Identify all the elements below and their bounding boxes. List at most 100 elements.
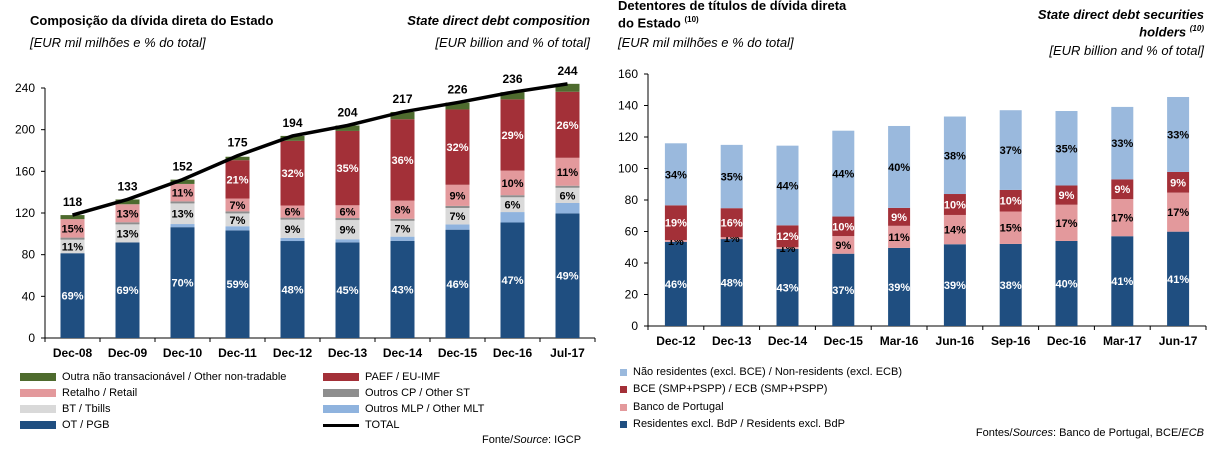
- bar-segment: [664, 205, 687, 241]
- data-label: 48%: [281, 285, 303, 297]
- bar-segment: [999, 189, 1022, 212]
- bar-segment: [1167, 192, 1190, 232]
- bar-segment: [943, 194, 966, 215]
- data-label: 35%: [336, 163, 358, 175]
- legend-swatch: [620, 385, 627, 393]
- data-label: 6%: [505, 200, 521, 212]
- total-label: 175: [227, 136, 247, 150]
- y-tick-label: 20: [625, 288, 639, 302]
- bar-segment: [664, 240, 687, 242]
- data-label: 21%: [226, 174, 248, 186]
- left-unit-en: [EUR billion and % of total]: [435, 35, 590, 50]
- bar-segment: [720, 144, 743, 209]
- legend-label: Outros MLP / Other MLT: [365, 403, 485, 415]
- bar-segment: [888, 207, 911, 226]
- bar-segment: [555, 185, 580, 188]
- data-label: 32%: [446, 142, 468, 154]
- data-label: 49%: [556, 271, 578, 283]
- bar-segment: [170, 183, 195, 202]
- bar-segment: [720, 237, 743, 240]
- data-label: 9%: [1059, 190, 1075, 202]
- bar-segment: [500, 195, 525, 198]
- legend-item: Não residentes (excl. BCE) / Non-residen…: [620, 366, 902, 378]
- legend-label: BT / Tbills: [62, 403, 111, 415]
- bar-segment: [170, 224, 195, 228]
- legend-item: OT / PGB: [20, 419, 109, 431]
- data-label: 10%: [501, 178, 523, 190]
- right-unit-en: [EUR billion and % of total]: [1049, 43, 1204, 58]
- data-label: 17%: [1055, 218, 1077, 230]
- bar-segment: [390, 236, 415, 241]
- data-label: 46%: [446, 279, 468, 291]
- data-label: 17%: [1111, 213, 1133, 225]
- y-tick-label: 160: [618, 67, 638, 81]
- x-tick-label: Dec-09: [108, 346, 148, 360]
- bar-segment: [1167, 171, 1190, 193]
- bar-segment: [500, 92, 525, 100]
- legend-swatch: [620, 420, 627, 428]
- bar-segment: [225, 226, 250, 231]
- x-tick-label: Mar-17: [1103, 334, 1142, 348]
- legend-label: Outra não transacionável / Other non-tra…: [62, 371, 287, 383]
- bar-segment: [335, 242, 360, 338]
- right-chart-panel: Detentores de títulos de dívida direta d…: [608, 0, 1218, 453]
- bar-segment: [60, 215, 85, 220]
- data-label: 10%: [944, 199, 966, 211]
- y-tick-label: 40: [625, 256, 639, 270]
- data-label: 47%: [501, 275, 523, 287]
- right-source: Fontes/Sources: Banco de Portugal, BCE/E…: [975, 427, 1204, 439]
- bar-segment: [445, 229, 470, 338]
- bar-segment: [390, 218, 415, 221]
- bar-segment: [832, 216, 855, 237]
- legend-swatch: [620, 403, 627, 411]
- data-label: 8%: [395, 205, 411, 217]
- bar-segment: [888, 225, 911, 248]
- y-tick-label: 40: [22, 289, 36, 303]
- bar-segment: [999, 211, 1022, 244]
- data-label: 41%: [1111, 276, 1133, 288]
- legend-label: Residentes excl. BdP / Residents excl. B…: [633, 418, 845, 430]
- bar-segment: [335, 125, 360, 131]
- data-label: 16%: [721, 218, 743, 230]
- x-tick-label: Jun-16: [936, 334, 975, 348]
- x-tick-label: Jun-17: [1159, 334, 1198, 348]
- data-label: 43%: [391, 284, 413, 296]
- bar-segment: [170, 227, 195, 338]
- bar-segment: [1055, 111, 1078, 186]
- legend-item: Residentes excl. BdP / Residents excl. B…: [620, 418, 845, 430]
- bar-segment: [225, 230, 250, 338]
- data-label: 40%: [1055, 278, 1077, 290]
- bar-segment: [390, 220, 415, 237]
- legend-label: Banco de Portugal: [633, 401, 724, 413]
- legend-label: Retalho / Retail: [62, 387, 138, 399]
- data-label: 44%: [832, 169, 854, 181]
- total-label: 217: [392, 92, 412, 106]
- bar-segment: [943, 116, 966, 195]
- data-label: 9%: [285, 224, 301, 236]
- right-title-pt-line2: do Estado (10): [618, 15, 699, 31]
- legend-swatch: [20, 373, 56, 381]
- legend-item: BT / Tbills: [20, 403, 111, 415]
- total-label: 194: [282, 116, 302, 130]
- bar-segment: [335, 220, 360, 240]
- y-tick-label: 240: [15, 81, 35, 95]
- x-tick-label: Dec-16: [1047, 334, 1087, 348]
- bar-segment: [445, 205, 470, 208]
- data-label: 33%: [1111, 138, 1133, 150]
- bar-segment: [888, 247, 911, 326]
- data-label: 6%: [340, 207, 356, 219]
- bar-segment: [1111, 236, 1134, 326]
- data-label: 13%: [116, 208, 138, 220]
- total-label: 236: [502, 72, 522, 86]
- data-label: 29%: [501, 130, 523, 142]
- y-tick-label: 80: [625, 193, 639, 207]
- bar-segment: [999, 243, 1022, 326]
- legend-swatch: [20, 405, 56, 413]
- data-label: 45%: [336, 285, 358, 297]
- legend-item: PAEF / EU-IMF: [323, 371, 440, 383]
- data-label: 14%: [944, 225, 966, 237]
- bar-segment: [60, 253, 85, 338]
- bar-segment: [390, 240, 415, 338]
- bar-segment: [60, 237, 85, 240]
- bar-segment: [500, 197, 525, 213]
